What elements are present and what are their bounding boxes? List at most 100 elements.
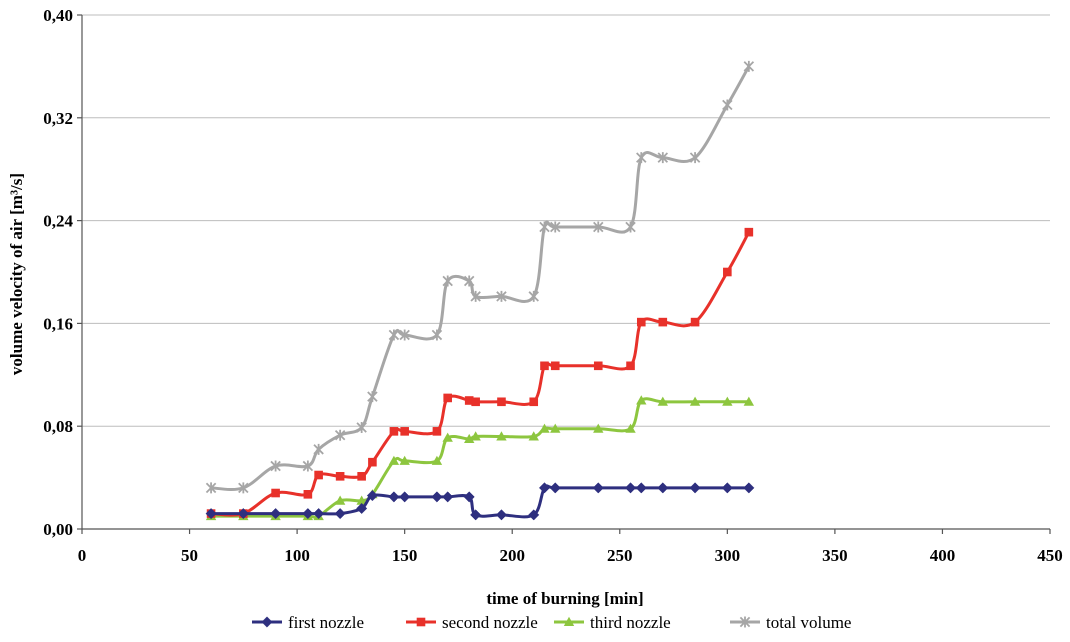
- series-total-volume: [205, 60, 755, 494]
- grid-layer: [82, 14, 1050, 427]
- series-line-first-nozzle: [211, 484, 749, 519]
- data-point-total-volume: [636, 152, 647, 164]
- data-point-total-volume: [550, 221, 561, 233]
- data-point-third-nozzle: [464, 433, 475, 444]
- x-tick-label: 350: [822, 546, 848, 565]
- x-tick-label: 250: [607, 546, 633, 565]
- y-axis-title: volume velocity of air [m³/s]: [7, 173, 26, 375]
- data-point-second-nozzle: [540, 361, 549, 371]
- x-tick-label: 0: [78, 546, 87, 565]
- series-first-nozzle: [205, 482, 755, 521]
- data-point-total-volume: [334, 429, 346, 441]
- data-point-first-nozzle: [635, 482, 647, 494]
- data-point-second-nozzle: [464, 396, 474, 405]
- data-point-first-nozzle: [743, 482, 755, 494]
- data-point-first-nozzle: [388, 491, 400, 503]
- data-point-total-volume: [313, 443, 324, 455]
- data-point-total-volume: [689, 152, 701, 164]
- data-point-second-nozzle: [626, 361, 635, 371]
- data-point-total-volume: [657, 152, 669, 164]
- data-point-first-nozzle: [528, 509, 540, 521]
- series-line-third-nozzle: [211, 397, 749, 519]
- data-point-total-volume: [463, 275, 475, 287]
- data-point-total-volume: [388, 329, 400, 341]
- data-point-third-nozzle: [743, 396, 755, 406]
- data-point-second-nozzle: [497, 397, 506, 407]
- x-axis-title: time of burning [min]: [486, 589, 643, 608]
- data-point-first-nozzle: [624, 482, 637, 494]
- y-tick-label: 0,40: [43, 6, 73, 25]
- data-point-first-nozzle: [442, 491, 454, 503]
- legend-label-total-volume: total volume: [766, 613, 851, 632]
- data-point-first-nozzle: [270, 508, 282, 520]
- data-point-second-nozzle: [550, 361, 560, 371]
- data-point-third-nozzle: [356, 495, 367, 505]
- data-point-third-nozzle: [550, 423, 561, 433]
- data-point-second-nozzle: [389, 427, 399, 436]
- x-tick-label: 50: [181, 546, 198, 565]
- data-point-second-nozzle: [303, 490, 313, 499]
- data-point-total-volume: [743, 60, 755, 72]
- x-tick-label: 450: [1037, 546, 1063, 565]
- data-point-total-volume: [442, 275, 453, 287]
- data-point-third-nozzle: [442, 432, 453, 442]
- data-point-first-nozzle: [334, 508, 346, 520]
- axis-layer: [77, 14, 1051, 534]
- data-point-first-nozzle: [470, 509, 482, 521]
- data-point-first-nozzle: [538, 482, 551, 494]
- data-point-third-nozzle: [636, 395, 647, 405]
- series-third-nozzle: [205, 395, 755, 521]
- data-point-third-nozzle: [496, 431, 507, 441]
- tick-layer: 0,00 0,08 0,16 0,24 0,32 0,40 0 50 100 150 200 250 3…: [43, 6, 1063, 565]
- data-point-total-volume: [539, 221, 550, 233]
- x-tick-label: 400: [930, 546, 956, 565]
- legend-label-second-nozzle: second nozzle: [442, 613, 538, 632]
- data-point-second-nozzle: [271, 488, 280, 498]
- y-tick-label: 0,24: [43, 212, 73, 231]
- data-point-first-nozzle: [205, 508, 217, 520]
- data-point-third-nozzle: [388, 455, 400, 465]
- data-point-second-nozzle: [368, 457, 377, 467]
- legend-marker-total-volume: [739, 616, 751, 628]
- data-point-first-nozzle: [495, 509, 508, 521]
- data-point-first-nozzle: [463, 491, 475, 503]
- data-point-second-nozzle: [529, 397, 539, 407]
- data-point-first-nozzle: [237, 508, 249, 520]
- data-point-second-nozzle: [314, 470, 323, 480]
- data-point-first-nozzle: [366, 490, 378, 502]
- data-point-third-nozzle: [399, 455, 410, 465]
- y-tick-label: 0,00: [43, 520, 73, 539]
- data-point-second-nozzle: [723, 267, 732, 277]
- legend-item-first-nozzle: first nozzle: [252, 613, 364, 632]
- x-tick-label: 150: [392, 546, 418, 565]
- data-point-first-nozzle: [302, 508, 314, 520]
- data-point-first-nozzle: [657, 482, 669, 494]
- legend-marker-third-nozzle: [563, 616, 575, 626]
- legend-label-first-nozzle: first nozzle: [288, 613, 364, 632]
- x-tick-label: 100: [284, 546, 310, 565]
- legend: first nozzle second nozzle third nozzle tot…: [252, 613, 851, 632]
- data-point-first-nozzle: [356, 502, 368, 514]
- data-point-third-nozzle: [528, 431, 539, 441]
- data-point-total-volume: [496, 290, 507, 302]
- data-point-second-nozzle: [357, 472, 366, 481]
- legend-item-total-volume: total volume: [730, 613, 851, 632]
- x-tick-label: 200: [499, 546, 525, 565]
- data-point-second-nozzle: [744, 227, 754, 237]
- data-point-third-nozzle: [539, 423, 550, 433]
- data-point-first-nozzle: [689, 482, 701, 494]
- data-point-total-volume: [431, 329, 443, 341]
- data-point-second-nozzle: [658, 317, 668, 327]
- y-tick-label: 0,16: [43, 314, 73, 333]
- data-point-total-volume: [625, 221, 636, 233]
- data-point-second-nozzle: [636, 317, 646, 327]
- data-point-third-nozzle: [334, 495, 346, 505]
- data-point-second-nozzle: [443, 393, 452, 403]
- data-point-total-volume: [302, 460, 314, 472]
- series-layer: [205, 60, 755, 521]
- y-tick-label: 0,32: [43, 109, 73, 128]
- legend-marker-second-nozzle: [416, 617, 426, 627]
- series-line-second-nozzle: [211, 231, 751, 517]
- legend-item-third-nozzle: third nozzle: [554, 613, 671, 632]
